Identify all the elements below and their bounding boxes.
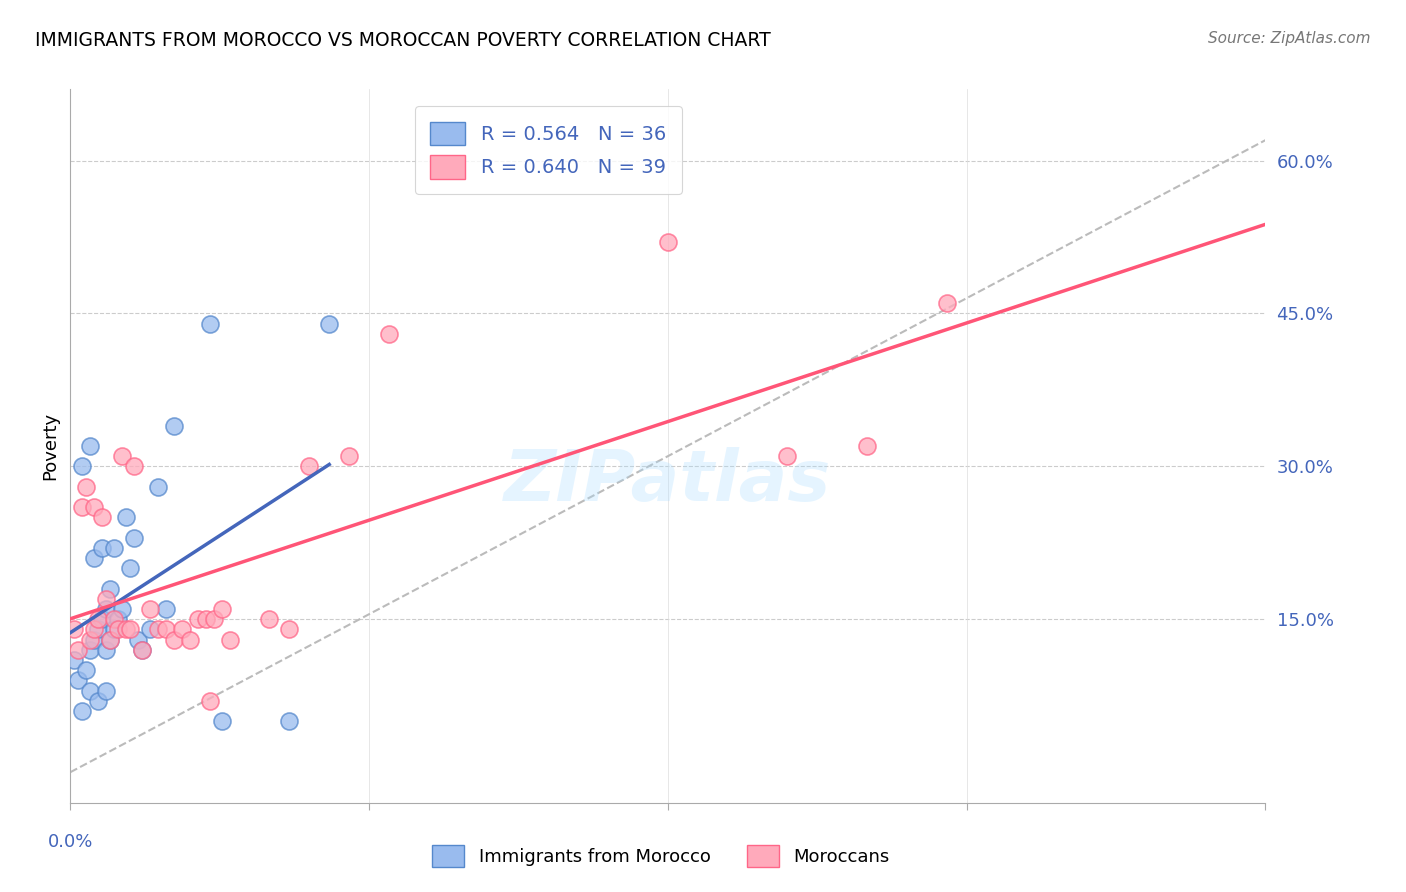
Point [120,561,141,575]
Point [96,602,117,616]
Point [70,459,93,474]
Point [91,510,114,524]
Point [87,612,110,626]
Point [63,653,86,667]
Point [111,602,134,616]
Point [131,643,153,657]
Point [179,632,201,647]
Point [91,541,114,555]
Point [103,623,125,637]
Point [163,418,186,433]
Point [127,632,149,647]
Point [187,612,209,626]
Point [87,694,110,708]
Point [155,623,177,637]
Point [278,623,301,637]
Point [115,510,138,524]
Point [657,235,679,249]
Point [103,541,125,555]
Point [318,317,340,331]
Point [98,632,121,647]
Point [67,643,90,657]
Point [67,673,90,688]
Point [75,663,97,677]
Point [856,439,879,453]
Point [259,612,281,626]
Point [107,612,129,626]
Point [139,602,162,616]
Point [79,632,101,647]
Point [98,632,121,647]
Legend: R = 0.564   N = 36, R = 0.640   N = 39: R = 0.564 N = 36, R = 0.640 N = 39 [415,106,682,194]
Legend: Immigrants from Morocco, Moroccans: Immigrants from Morocco, Moroccans [425,838,897,874]
Point [91,612,114,626]
Point [87,623,110,637]
Point [83,551,105,566]
Point [218,632,240,647]
Point [122,531,145,545]
Point [111,449,134,463]
Point [146,623,169,637]
Text: IMMIGRANTS FROM MOROCCO VS MOROCCAN POVERTY CORRELATION CHART: IMMIGRANTS FROM MOROCCO VS MOROCCAN POVE… [35,31,770,50]
Point [83,623,105,637]
Point [79,683,101,698]
Point [194,612,217,626]
Point [107,623,129,637]
Point [163,632,186,647]
Y-axis label: Poverty: Poverty [41,412,59,480]
Point [378,326,401,341]
Point [170,623,193,637]
Point [198,317,221,331]
Point [139,623,162,637]
Point [776,449,799,463]
Point [83,632,105,647]
Point [278,714,301,729]
Point [120,623,141,637]
Point [70,704,93,718]
Point [337,449,360,463]
Point [298,459,321,474]
Point [935,296,957,310]
Point [98,582,121,596]
Point [70,500,93,515]
Point [96,643,117,657]
Point [198,694,221,708]
Point [79,439,101,453]
Point [96,683,117,698]
Point [211,714,233,729]
Point [202,612,225,626]
Point [83,500,105,515]
Point [103,612,125,626]
Point [79,643,101,657]
Point [155,602,177,616]
Point [115,623,138,637]
Point [63,623,86,637]
Point [146,480,169,494]
Text: ZIPatlas: ZIPatlas [505,447,831,516]
Point [75,480,97,494]
Point [96,591,117,606]
Point [211,602,233,616]
Text: Source: ZipAtlas.com: Source: ZipAtlas.com [1208,31,1371,46]
Point [122,459,145,474]
Point [131,643,153,657]
Text: 0.0%: 0.0% [48,833,93,851]
